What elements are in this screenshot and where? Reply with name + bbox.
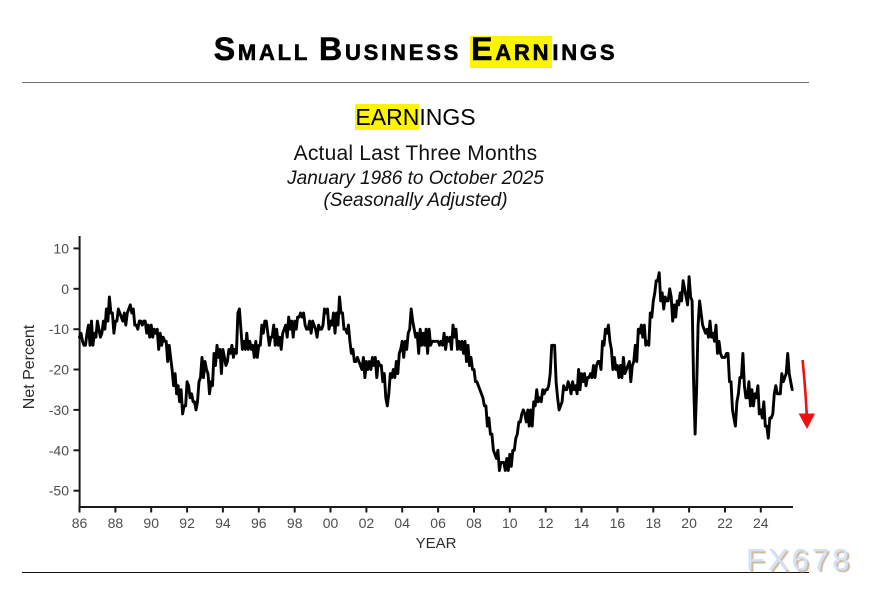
svg-text:86: 86 (72, 515, 88, 531)
svg-text:00: 00 (323, 515, 339, 531)
svg-text:24: 24 (753, 515, 769, 531)
svg-text:96: 96 (251, 515, 267, 531)
svg-text:-50: -50 (49, 483, 69, 499)
svg-text:10: 10 (502, 515, 518, 531)
svg-text:04: 04 (394, 515, 410, 531)
svg-text:90: 90 (143, 515, 159, 531)
svg-text:98: 98 (287, 515, 303, 531)
svg-text:-20: -20 (49, 362, 69, 378)
svg-text:YEAR: YEAR (416, 535, 457, 552)
svg-text:88: 88 (108, 515, 124, 531)
svg-text:18: 18 (646, 515, 662, 531)
svg-text:08: 08 (466, 515, 482, 531)
svg-text:22: 22 (717, 515, 733, 531)
svg-text:10: 10 (53, 240, 69, 256)
svg-text:12: 12 (538, 515, 554, 531)
svg-text:02: 02 (359, 515, 375, 531)
svg-text:92: 92 (179, 515, 195, 531)
svg-text:94: 94 (215, 515, 231, 531)
svg-text:20: 20 (681, 515, 697, 531)
svg-text:0: 0 (61, 281, 69, 297)
svg-text:-10: -10 (49, 321, 69, 337)
svg-text:16: 16 (610, 515, 626, 531)
svg-text:Net Percent: Net Percent (21, 324, 38, 409)
svg-text:-40: -40 (49, 442, 69, 458)
svg-text:14: 14 (574, 515, 590, 531)
svg-text:-30: -30 (49, 402, 69, 418)
svg-text:06: 06 (430, 515, 446, 531)
